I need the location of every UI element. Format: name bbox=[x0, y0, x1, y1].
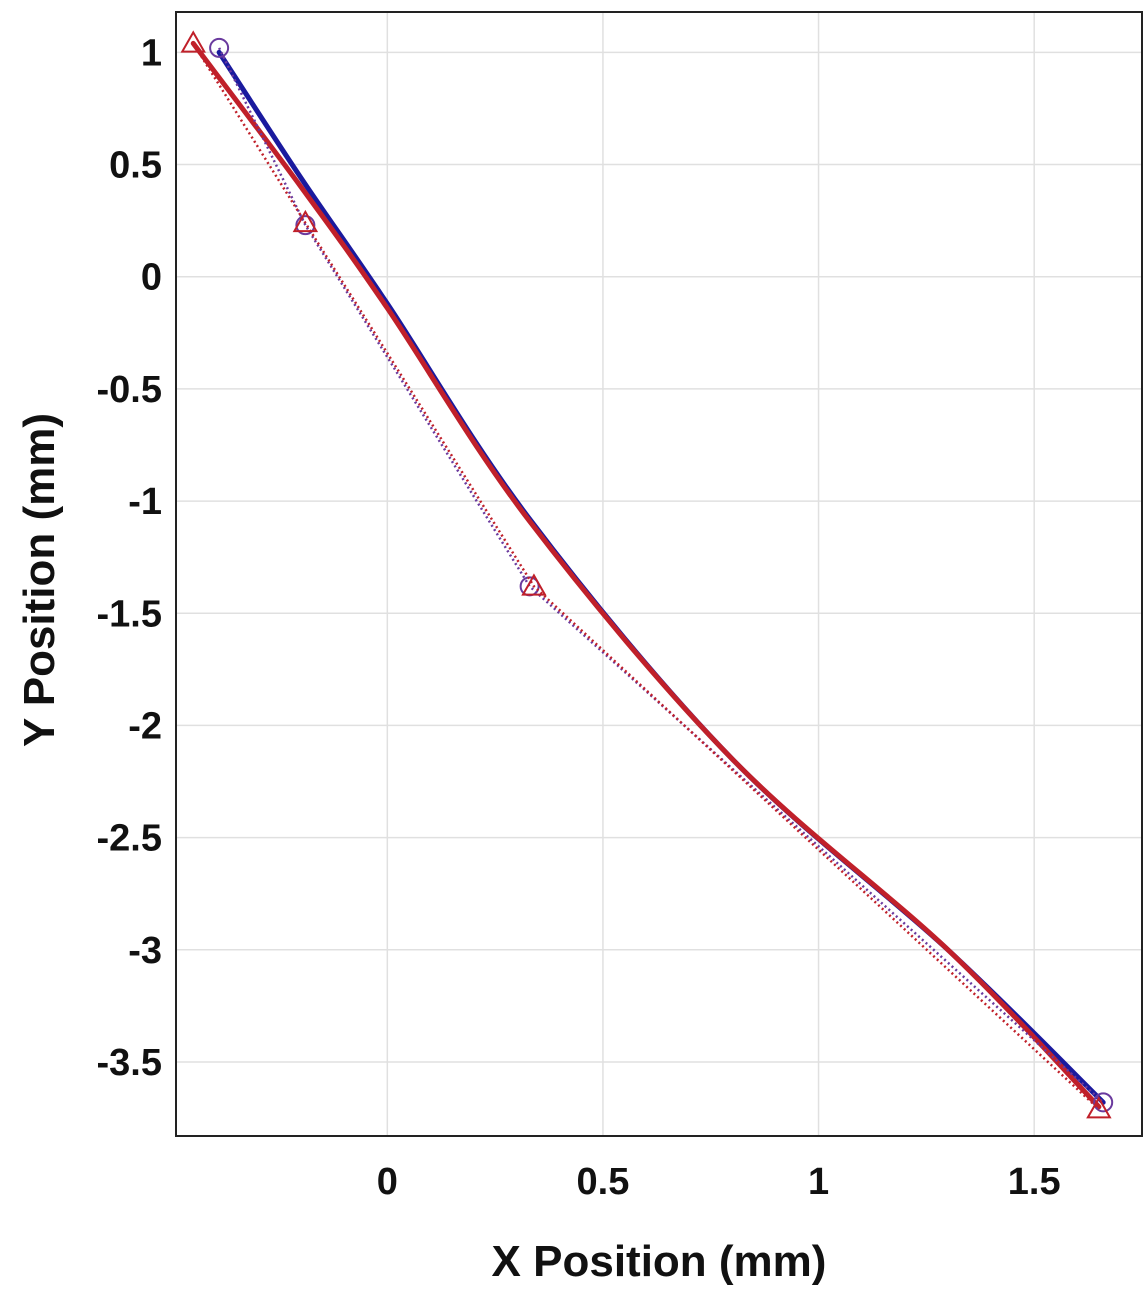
triangle-marker bbox=[292, 209, 319, 233]
y-tick-label: 0.5 bbox=[109, 145, 162, 187]
triangle-marker bbox=[1086, 1096, 1112, 1119]
series-line-3 bbox=[192, 42, 1100, 1110]
circle-marker bbox=[295, 215, 316, 236]
series-line-0 bbox=[216, 49, 1106, 1105]
y-tick-label: -3 bbox=[128, 930, 162, 972]
y-tick-label: -2.5 bbox=[97, 818, 162, 860]
y-tick-label: 1 bbox=[141, 32, 162, 74]
triangle-marker bbox=[521, 573, 547, 596]
x-tick-label: 1.5 bbox=[1008, 1161, 1061, 1203]
x-axis-title: X Position (mm) bbox=[492, 1237, 827, 1286]
series-line-1 bbox=[190, 40, 1102, 1110]
circle-marker bbox=[209, 37, 230, 58]
plot-frame bbox=[175, 11, 1143, 1137]
y-tick-label: -1 bbox=[128, 481, 162, 523]
x-tick-label: 1 bbox=[808, 1161, 829, 1203]
y-axis-title: Y Position (mm) bbox=[15, 413, 64, 747]
y-tick-label: 0 bbox=[141, 257, 162, 299]
series-line-2 bbox=[218, 47, 1105, 1104]
grid bbox=[176, 12, 1142, 1136]
y-tick-label: -2 bbox=[128, 705, 162, 747]
tick-labels: 0 0.5 1 1.5 1 0.5 0 -0.5 -1 -1.5 -2 -2.5 -3 -3.5 bbox=[97, 32, 1061, 1203]
y-tick-label: -1.5 bbox=[97, 593, 162, 635]
y-tick-label: -0.5 bbox=[97, 369, 162, 411]
triangle-marker bbox=[180, 30, 206, 53]
plot-series bbox=[180, 30, 1114, 1119]
x-tick-label: 0.5 bbox=[577, 1161, 630, 1203]
y-tick-label: -3.5 bbox=[97, 1042, 162, 1084]
x-tick-label: 0 bbox=[377, 1161, 398, 1203]
circle-marker bbox=[1093, 1092, 1114, 1113]
